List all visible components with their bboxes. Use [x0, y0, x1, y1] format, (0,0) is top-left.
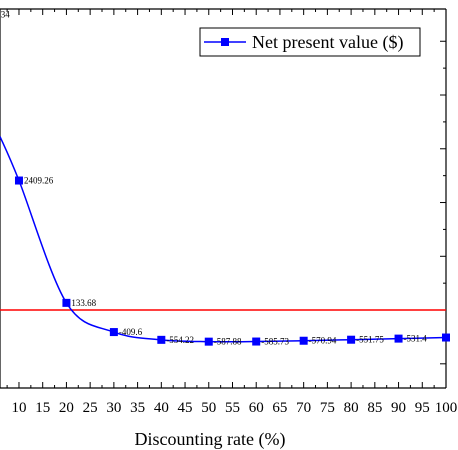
x-tick-label: 35: [130, 400, 145, 416]
x-tick-label: 45: [178, 400, 193, 416]
legend-series-label: Net present value ($): [252, 32, 403, 53]
npv-data-point: [347, 335, 356, 344]
npv-data-point: [157, 335, 166, 344]
npv-data-label: -551.75: [356, 335, 384, 345]
x-tick-label: 10: [11, 400, 26, 416]
x-tick-label: 95: [415, 400, 430, 416]
npv-data-point: [62, 298, 71, 307]
x-tick-label: 100: [435, 400, 458, 416]
x-tick-label: 40: [154, 400, 169, 416]
axes-layer: [0, 8, 447, 389]
x-tick-label: 80: [344, 400, 359, 416]
x-tick-label: 85: [367, 400, 382, 416]
x-tick-label: 25: [83, 400, 98, 416]
series-layer: [0, 136, 450, 346]
npv-data-point: [14, 176, 23, 185]
npv-data-point: [109, 328, 118, 337]
npv-data-label: -554.22: [166, 335, 194, 345]
x-tick-labels: 10 15 20 25 30 35 40 45 50 55 60 65 70 75 80 85 90 95 100: [11, 400, 457, 416]
x-tick-label: 30: [106, 400, 121, 416]
x-tick-label: 20: [59, 400, 74, 416]
npv-data-label: 133.68: [71, 298, 96, 308]
npv-data-point: [394, 334, 403, 343]
npv-data-label: -531.4: [404, 334, 428, 344]
x-tick-label: 75: [320, 400, 335, 416]
clipped-annotation: 5.34: [0, 9, 10, 19]
npv-data-point: [299, 336, 308, 345]
x-tick-label: 90: [391, 400, 406, 416]
x-tick-label: 65: [272, 400, 287, 416]
npv-data-label: -409.6: [119, 327, 143, 337]
legend: Net present value ($): [199, 27, 421, 57]
x-tick-label: 70: [296, 400, 311, 416]
x-tick-label: 50: [201, 400, 216, 416]
npv-data-point: [252, 337, 261, 346]
npv-series-line: [0, 136, 447, 343]
npv-data-label: 2409.26: [24, 176, 54, 186]
x-axis-title: Discounting rate (%): [135, 429, 286, 450]
npv-data-point: [442, 333, 450, 342]
x-ticks: [6, 9, 447, 388]
npv-data-label: -587.88: [214, 337, 242, 347]
legend-marker-swatch: [221, 38, 229, 46]
x-tick-label: 60: [249, 400, 264, 416]
x-tick-label: 55: [225, 400, 240, 416]
data-labels: 2409.26 133.68 -409.6 -554.22 -587.88 -585.73…: [24, 176, 427, 347]
x-tick-label: 15: [35, 400, 50, 416]
npv-data-label: -570.94: [309, 336, 337, 346]
npv-data-point: [204, 337, 213, 346]
npv-data-label: -585.73: [261, 337, 289, 347]
